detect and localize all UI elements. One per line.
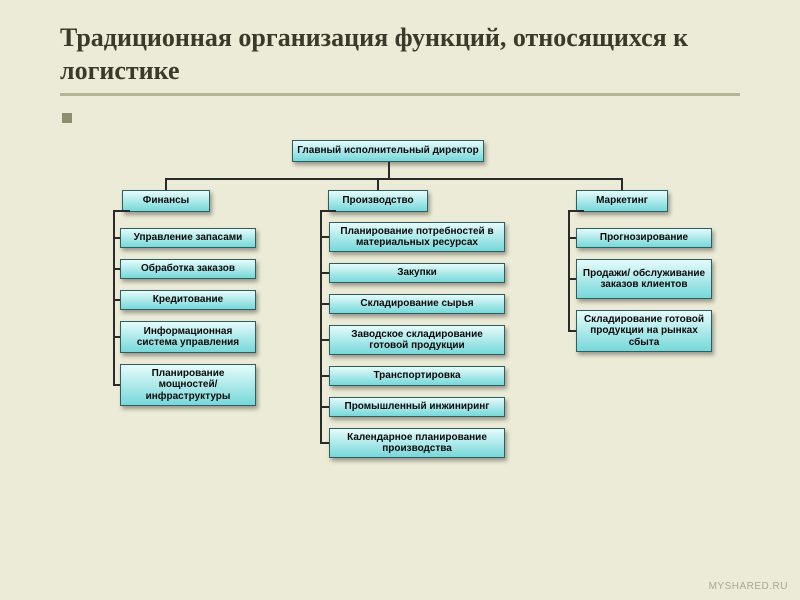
watermark: MYSHARED.RU bbox=[709, 581, 788, 592]
root-drop bbox=[388, 162, 390, 178]
child-finance-4: Планирование мощностей/ инфраструктуры bbox=[120, 364, 256, 406]
elbow-finance-1 bbox=[113, 268, 120, 270]
child-finance-3: Информационная система управления bbox=[120, 321, 256, 353]
elbow-production-1 bbox=[320, 272, 329, 274]
child-finance-0: Управление запасами bbox=[120, 228, 256, 248]
elbow-marketing-0 bbox=[568, 237, 576, 239]
elbow-production-6 bbox=[320, 442, 329, 444]
elbow-finance-4 bbox=[113, 384, 120, 386]
child-production-4: Транспортировка bbox=[329, 366, 505, 386]
dept-drop-finance bbox=[165, 178, 167, 190]
child-marketing-1: Продажи/ обслуживание заказов клиентов bbox=[576, 259, 712, 299]
child-production-3: Заводское складирование готовой продукци… bbox=[329, 325, 505, 355]
bus-line bbox=[166, 178, 622, 180]
child-marketing-2: Складирование готовой продукции на рынка… bbox=[576, 310, 712, 352]
root-node: Главный исполнительный директор bbox=[292, 140, 484, 162]
elbow-production-3 bbox=[320, 339, 329, 341]
elbow-production-4 bbox=[320, 375, 329, 377]
elbow-marketing-1 bbox=[568, 278, 576, 280]
elbow-finance-0 bbox=[113, 237, 120, 239]
elbow-production-2 bbox=[320, 303, 329, 305]
child-production-1: Закупки bbox=[329, 263, 505, 283]
elbow-finance-2 bbox=[113, 299, 120, 301]
elbow-finance-3 bbox=[113, 336, 120, 338]
elbow-production-0 bbox=[320, 236, 329, 238]
dept-marketing: Маркетинг bbox=[576, 190, 668, 212]
trunk-join-marketing bbox=[568, 210, 584, 212]
dept-drop-production bbox=[377, 178, 379, 190]
dept-finance: Финансы bbox=[122, 190, 210, 212]
dept-production: Производство bbox=[328, 190, 428, 212]
elbow-marketing-2 bbox=[568, 330, 576, 332]
elbow-production-5 bbox=[320, 406, 329, 408]
child-production-2: Складирование сырья bbox=[329, 294, 505, 314]
child-finance-1: Обработка заказов bbox=[120, 259, 256, 279]
child-production-5: Промышленный инжиниринг bbox=[329, 397, 505, 417]
child-marketing-0: Прогнозирование bbox=[576, 228, 712, 248]
trunk-marketing bbox=[568, 212, 570, 331]
child-finance-2: Кредитование bbox=[120, 290, 256, 310]
trunk-join-finance bbox=[113, 210, 130, 212]
dept-drop-marketing bbox=[621, 178, 623, 190]
trunk-join-production bbox=[320, 210, 336, 212]
child-production-6: Календарное планирование производства bbox=[329, 428, 505, 458]
trunk-production bbox=[320, 212, 322, 443]
child-production-0: Планирование потребностей в материальных… bbox=[329, 222, 505, 252]
org-chart: Главный исполнительный директор Финансы Уп… bbox=[0, 0, 800, 600]
